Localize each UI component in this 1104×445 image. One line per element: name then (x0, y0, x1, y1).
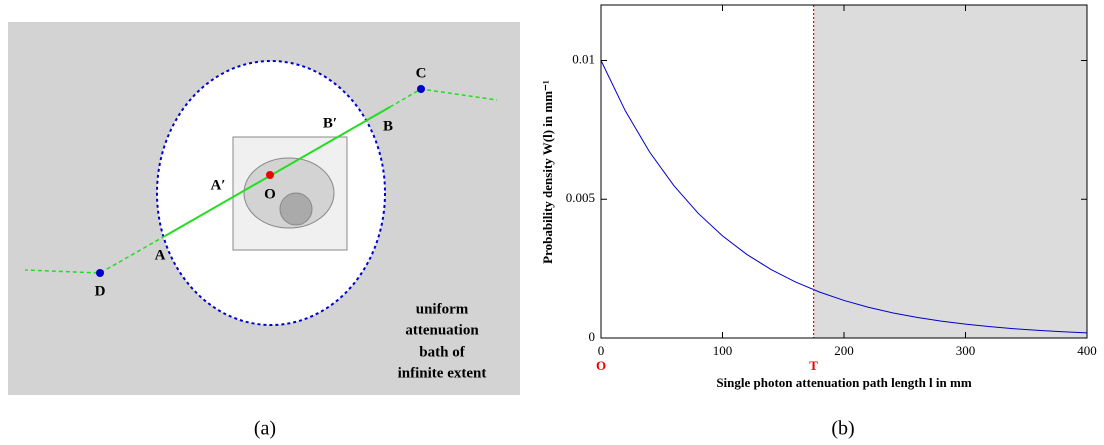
x-tick-label: 400 (1077, 343, 1097, 358)
panel-a: C B′ B A′ O A D uniform attenuation bath… (8, 22, 520, 440)
label: B′ (323, 115, 337, 131)
label: O (264, 186, 276, 202)
label: B (383, 118, 393, 134)
point-c (417, 85, 425, 93)
bath-text: attenuation (405, 322, 479, 338)
label: A (155, 247, 166, 263)
label: A′ (210, 177, 225, 193)
x-tick-label: 100 (713, 343, 733, 358)
label: C (416, 65, 427, 81)
bath-text: bath of (419, 344, 465, 360)
x-tick-label: 300 (956, 343, 976, 358)
bath-text: uniform (416, 301, 469, 317)
shade (813, 5, 1087, 338)
y-tick-label: 0 (589, 329, 596, 344)
point-o (266, 171, 274, 179)
marker-label: O (596, 358, 606, 373)
caption: (b) (831, 418, 854, 440)
y-tick-label: 0.005 (566, 190, 595, 205)
marker-label: T (809, 358, 818, 373)
line (600, 60, 1088, 334)
y-axis-label: Probability density W(l) in mm⁻¹ (540, 80, 555, 264)
panel-b: O T 0 100 200 300 400 0 0.005 0.01 Single photon a… (540, 4, 1097, 390)
x-tick-label: 0 (598, 343, 605, 358)
x-tick-label: 200 (834, 343, 854, 358)
lor (164, 106, 391, 237)
caption: (a) (254, 418, 276, 440)
phantom-insert (279, 192, 313, 226)
x-axis-label: Single photon attenuation path length l … (716, 375, 972, 390)
y-tick-label: 0.01 (572, 51, 595, 66)
label: D (95, 283, 106, 299)
point-d (96, 269, 104, 277)
photon-path (24, 235, 166, 274)
bath-text: infinite extent (398, 365, 487, 381)
